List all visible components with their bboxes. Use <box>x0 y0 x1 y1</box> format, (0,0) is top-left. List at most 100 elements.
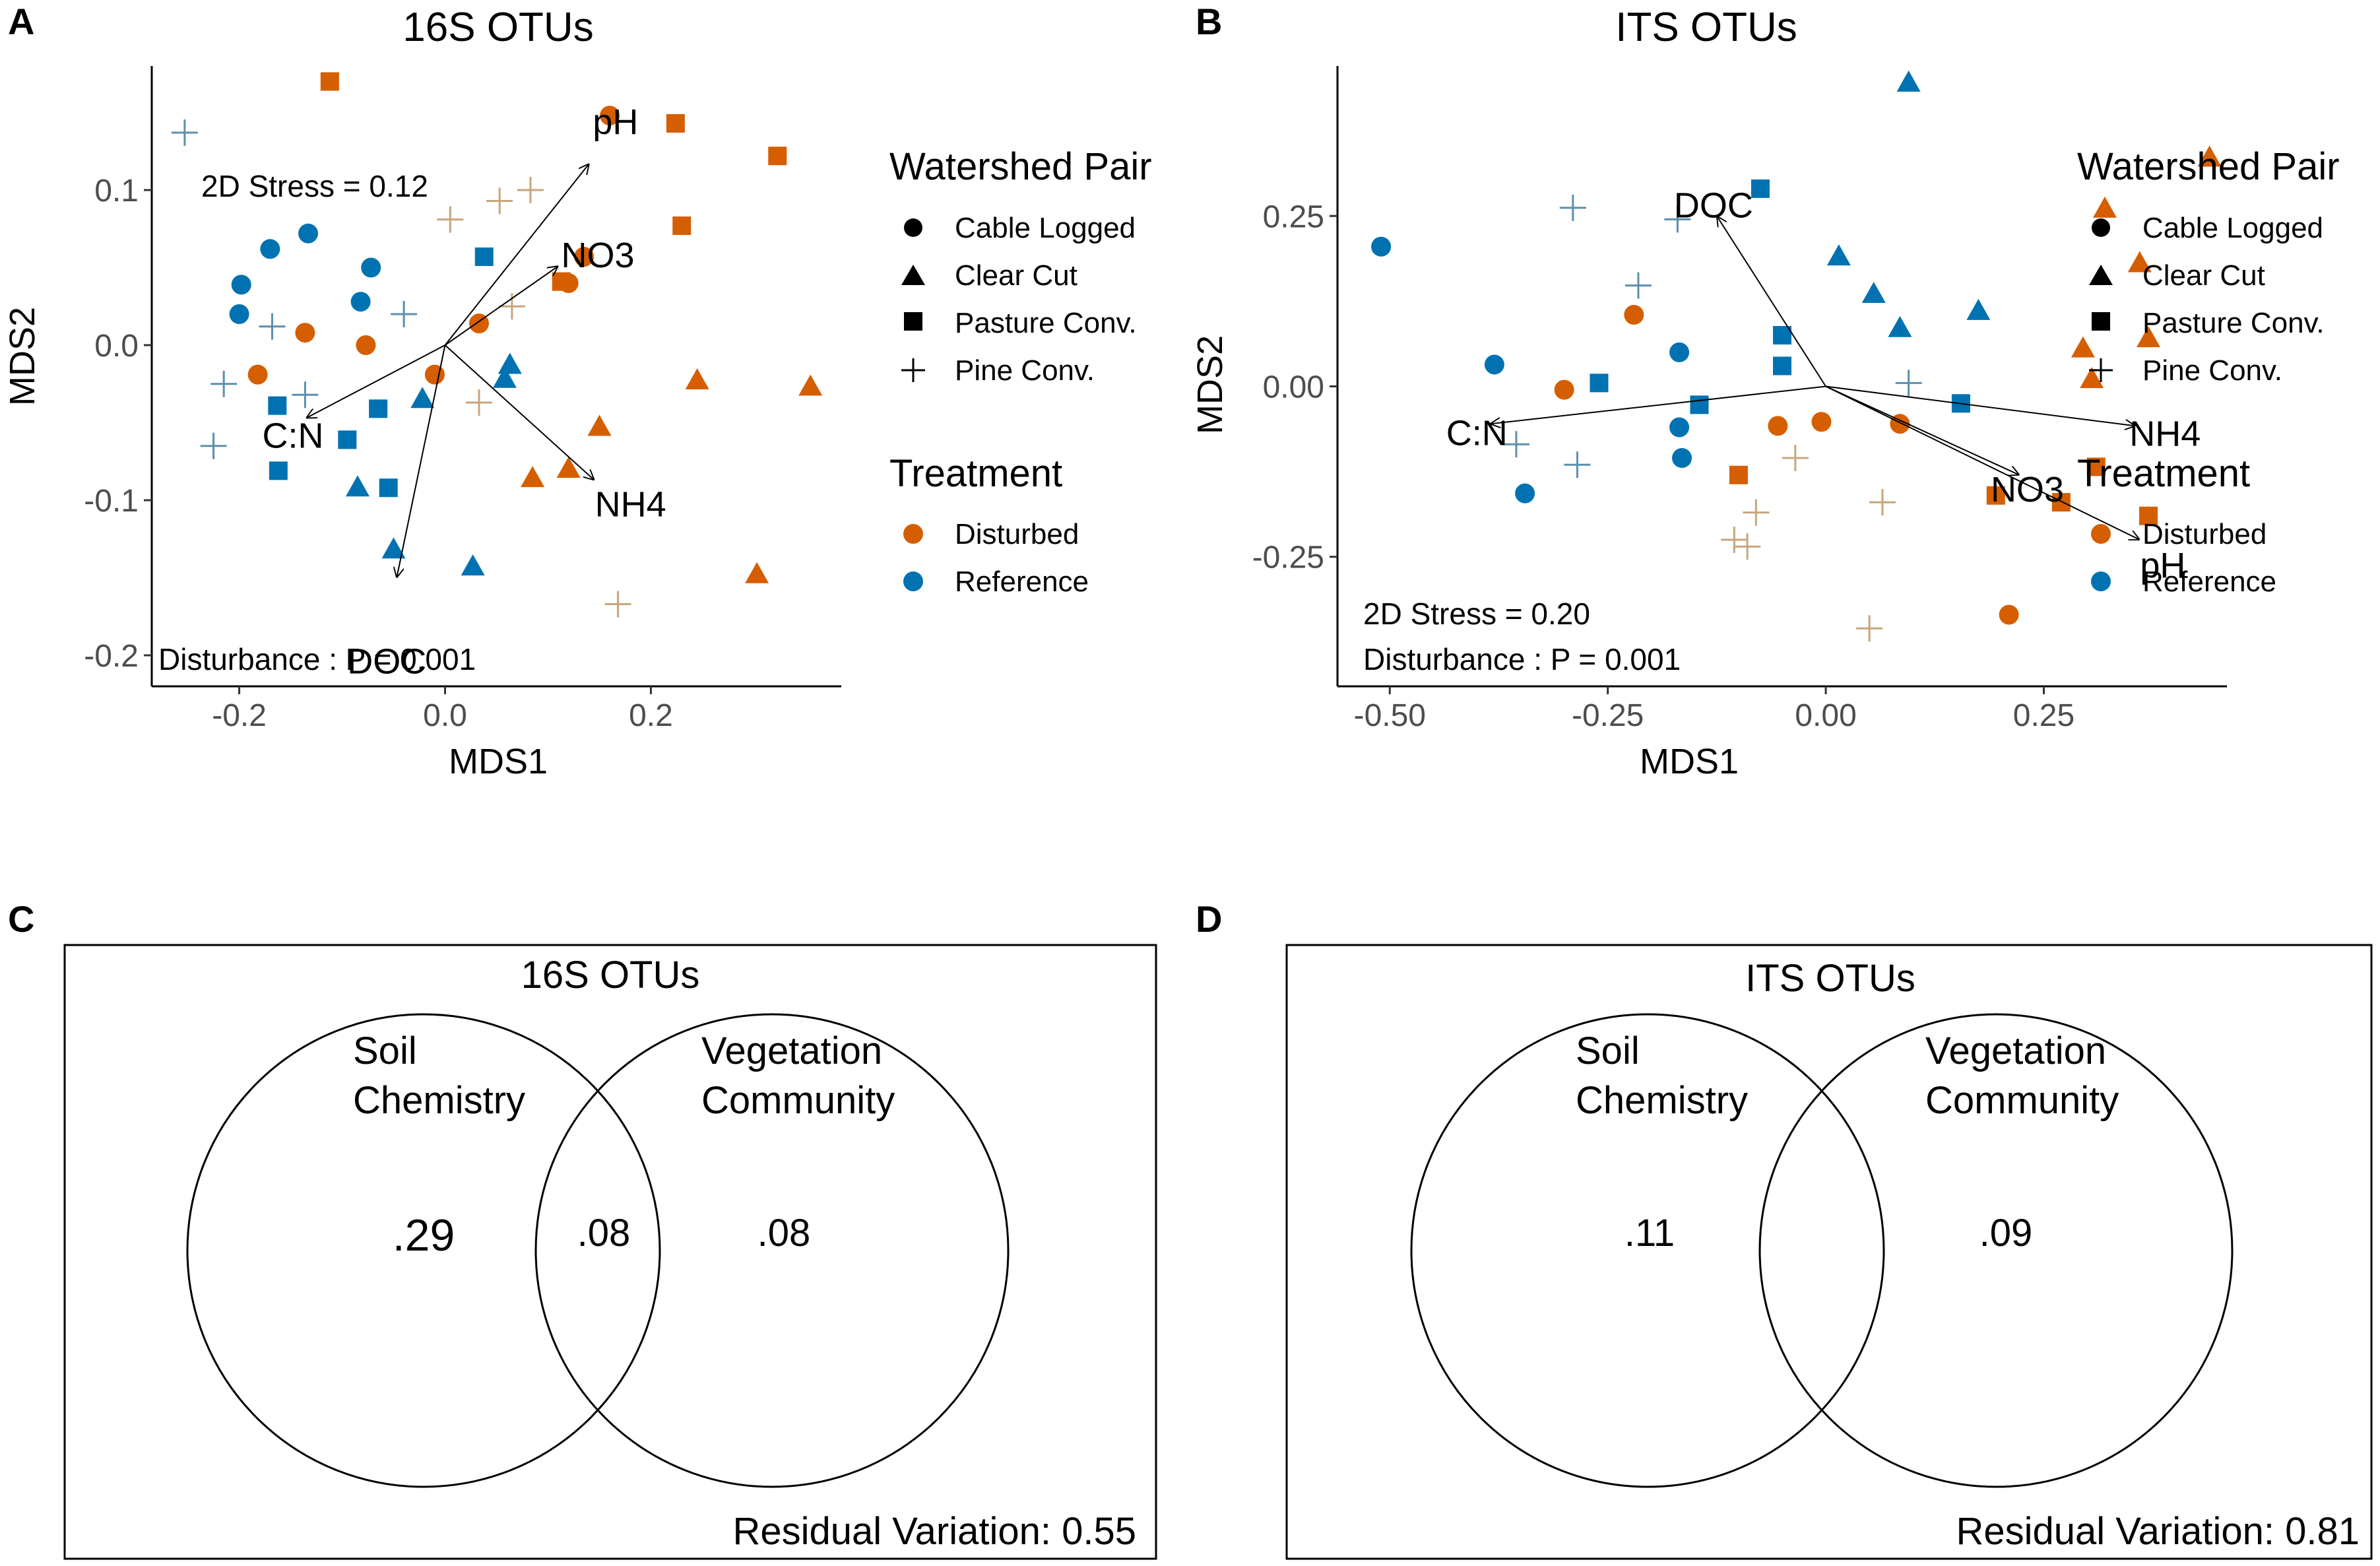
panel-b-xlabel: MDS1 <box>1640 742 1739 781</box>
panel-a-plot: -0.2 0.0 0.2 -0.2 -0.1 0.0 0.1 pH NO3 NH4 C:N DOC <box>84 66 841 733</box>
point-plus-disturbed <box>465 389 492 416</box>
point-circle-disturbed <box>247 364 268 385</box>
panel-d-frame <box>1285 944 2373 1560</box>
point-triangle-disturbed <box>2071 336 2095 358</box>
venn-c-left-label-2: Chemistry <box>353 1079 525 1122</box>
point-circle-reference <box>1371 236 1392 257</box>
x-tick-label: -0.50 <box>1354 698 1426 733</box>
vector-label-doc: DOC <box>1674 185 1753 225</box>
panel-label-d: D <box>1196 898 1222 940</box>
point-plus-disturbed <box>1782 444 1809 471</box>
point-plus-disturbed <box>486 187 513 214</box>
point-square-disturbed <box>2051 493 2071 512</box>
point-square-reference <box>474 247 494 267</box>
venn-c-right-label-2: Community <box>701 1079 895 1122</box>
venn-c-left-value: .29 <box>393 1210 455 1260</box>
panel-c-frame <box>63 944 1157 1560</box>
panel-c-title: 16S OTUs <box>521 954 700 996</box>
vector-label-nh4: NH4 <box>595 484 666 524</box>
point-circle-disturbed <box>1768 416 1788 436</box>
vector-arrow-ph <box>1825 385 2140 539</box>
vector-label-cn: C:N <box>1446 413 1508 453</box>
legend-b-color-disturbed: Disturbed <box>2142 518 2267 550</box>
legend-circle-icon <box>2092 218 2110 237</box>
point-triangle-disturbed <box>2137 326 2161 348</box>
legend-disturbed-swatch <box>903 524 923 544</box>
legend-plus-icon <box>901 358 925 382</box>
point-square-reference <box>1690 395 1709 414</box>
vector-arrow-ph <box>444 164 589 346</box>
legend-b-shape-clear-cut: Clear Cut <box>2142 259 2265 292</box>
point-plus-reference <box>259 313 286 340</box>
point-triangle-disturbed <box>685 368 709 390</box>
panel-b-ylabel: MDS2 <box>1190 335 1230 434</box>
point-square-reference <box>269 461 288 480</box>
y-tick-label: -0.2 <box>84 639 139 674</box>
panel-c: C 16S OTUs Soil Chemistry Vegetation Com… <box>8 898 1157 1560</box>
point-square-disturbed <box>1729 465 1748 484</box>
point-square-reference <box>1751 179 1770 198</box>
vector-arrow-cn <box>1490 385 1826 424</box>
vector-label-no3: NO3 <box>562 236 635 275</box>
venn-d-vegetation-circle <box>1758 1013 2234 1488</box>
point-square-disturbed <box>1986 486 2005 505</box>
point-square-disturbed <box>768 147 787 166</box>
point-plus-reference <box>292 381 319 408</box>
point-circle-disturbed <box>574 247 595 267</box>
y-tick-label: -0.1 <box>84 484 139 519</box>
point-triangle-reference <box>345 475 370 497</box>
panel-label-c: C <box>8 898 34 940</box>
venn-c-residual: Residual Variation: 0.55 <box>732 1510 1136 1553</box>
point-circle-reference <box>298 223 319 244</box>
venn-c-right-value: .08 <box>757 1212 811 1255</box>
point-triangle-reference <box>1826 244 1851 266</box>
legend-a-shape-clear-cut: Clear Cut <box>955 259 1077 292</box>
legend-a-shape-pasture-conv: Pasture Conv. <box>955 307 1137 339</box>
point-plus-reference <box>1502 431 1529 458</box>
point-triangle-disturbed <box>2080 367 2104 389</box>
vector-arrow-no3 <box>444 266 559 346</box>
x-tick-label: 0.00 <box>1795 698 1856 733</box>
point-square-reference <box>369 399 388 418</box>
point-triangle-reference <box>1861 282 1886 304</box>
y-tick-label: 0.1 <box>94 174 139 209</box>
point-plus-reference <box>391 301 418 327</box>
point-triangle-disturbed <box>587 414 612 436</box>
venn-c-right-label-1: Vegetation <box>701 1029 882 1072</box>
legend-square-icon <box>2092 312 2110 331</box>
legend-triangle-icon <box>2089 265 2113 285</box>
point-circle-reference <box>1669 417 1690 438</box>
point-triangle-reference <box>410 387 435 408</box>
panel-label-b: B <box>1196 1 1222 42</box>
y-tick-label: 0.0 <box>94 329 139 364</box>
point-plus-reference <box>210 370 238 397</box>
panel-a-title: 16S OTUs <box>402 5 593 50</box>
legend-a-shape-pine-conv: Pine Conv. <box>955 354 1095 387</box>
legend-a-color-reference: Reference <box>955 566 1089 598</box>
point-circle-disturbed <box>356 335 376 355</box>
legend-reference-swatch <box>2091 571 2111 591</box>
point-circle-disturbed <box>1890 414 1910 434</box>
venn-c-vegetation-circle <box>534 1013 1010 1488</box>
point-circle-disturbed <box>1999 604 2019 625</box>
venn-d-left-value: .11 <box>1624 1212 1675 1255</box>
point-plus-reference <box>1895 370 1922 397</box>
point-circle-reference <box>260 239 280 259</box>
legend-b-shape-cable-logged: Cable Logged <box>2142 212 2323 244</box>
y-tick-label: 0.25 <box>1263 199 1324 234</box>
point-plus-disturbed <box>498 293 525 320</box>
point-circle-reference <box>1515 483 1535 504</box>
legend-disturbed-swatch <box>2091 524 2111 544</box>
x-tick-label: 0.2 <box>629 698 673 733</box>
y-tick-label: -0.25 <box>1252 540 1324 575</box>
vector-arrow-doc <box>397 344 446 578</box>
legend-b-color-reference: Reference <box>2142 566 2276 598</box>
y-tick-label: 0.00 <box>1263 370 1324 405</box>
point-circle-reference <box>1484 354 1504 375</box>
point-circle-disturbed <box>295 323 315 343</box>
point-square-reference <box>379 478 398 498</box>
point-square-disturbed <box>672 216 691 236</box>
point-plus-disturbed <box>517 177 544 203</box>
point-plus-reference <box>1564 451 1591 478</box>
point-triangle-disturbed <box>2092 196 2117 218</box>
